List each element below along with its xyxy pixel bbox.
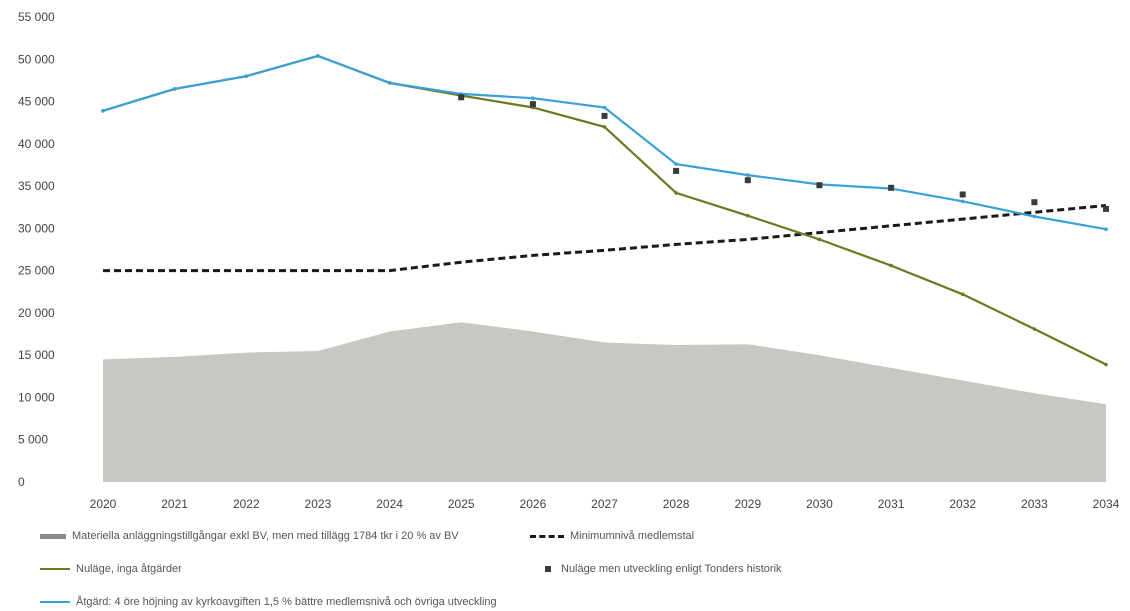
y-tick-label: 0 bbox=[18, 475, 25, 489]
x-axis-ticks: 2020 2021 2022 2023 2024 2025 2026 2027 2028 2029… bbox=[90, 497, 1120, 511]
y-tick-label: 40 000 bbox=[18, 137, 55, 151]
x-tick-label: 2026 bbox=[520, 497, 547, 511]
legend-swatch-nulage bbox=[40, 568, 70, 570]
x-tick-label: 2031 bbox=[878, 497, 905, 511]
series-4-point-2024 bbox=[387, 81, 392, 85]
x-tick-label: 2021 bbox=[161, 497, 188, 511]
legend-label-nulage: Nuläge, inga åtgärder bbox=[76, 563, 182, 575]
x-tick-label: 2024 bbox=[376, 497, 403, 511]
line-layer bbox=[101, 54, 1108, 367]
series-4-point-2023 bbox=[316, 54, 320, 58]
y-tick-label: 35 000 bbox=[18, 179, 55, 193]
y-axis-ticks: 0 5 000 10 000 15 000 20 000 25 000 30 000 35 0… bbox=[18, 10, 55, 489]
legend-swatch-historik bbox=[545, 566, 551, 572]
x-tick-label: 2034 bbox=[1093, 497, 1120, 511]
series-2-point-2032 bbox=[960, 292, 965, 297]
legend-swatch-area bbox=[40, 533, 66, 539]
series-4-point-2033 bbox=[1032, 214, 1037, 219]
series-2-point-2031 bbox=[889, 263, 893, 268]
y-tick-label: 5 000 bbox=[18, 433, 48, 447]
series-line-2 bbox=[102, 54, 1107, 366]
legend-item-historik: Nuläge men utveckling enligt Tonders his… bbox=[545, 563, 782, 575]
marker-2033 bbox=[1031, 199, 1038, 206]
legend-item-nulage: Nuläge, inga åtgärder bbox=[40, 563, 182, 575]
series-4-point-2026 bbox=[531, 96, 535, 100]
area-series-0 bbox=[103, 322, 1106, 482]
series-2-point-2027 bbox=[602, 125, 607, 129]
marker-2027 bbox=[601, 112, 608, 119]
marker-2025 bbox=[458, 94, 465, 101]
x-tick-label: 2020 bbox=[90, 497, 117, 511]
x-tick-label: 2029 bbox=[734, 497, 761, 511]
marker-2032 bbox=[959, 191, 966, 198]
x-tick-label: 2025 bbox=[448, 497, 475, 511]
marker-2029 bbox=[744, 177, 751, 184]
series-4-point-2028 bbox=[674, 162, 678, 166]
series-4-point-2027 bbox=[602, 105, 607, 110]
series-2-point-2034 bbox=[1104, 362, 1108, 367]
marker-2026 bbox=[529, 101, 536, 108]
series-2-point-2030 bbox=[817, 237, 822, 242]
marker-layer bbox=[458, 94, 1109, 212]
legend-item-area: Materiella anläggningstillgångar exkl BV… bbox=[40, 530, 459, 542]
x-tick-label: 2033 bbox=[1021, 497, 1048, 511]
series-line-4 bbox=[102, 54, 1107, 231]
marker-2031 bbox=[888, 184, 895, 191]
series-2-point-2028 bbox=[674, 191, 678, 195]
x-tick-label: 2028 bbox=[663, 497, 690, 511]
series-4-point-2032 bbox=[960, 199, 965, 204]
x-tick-label: 2032 bbox=[949, 497, 976, 511]
legend-swatch-minimum bbox=[530, 534, 564, 538]
y-tick-label: 50 000 bbox=[18, 52, 55, 66]
series-4-point-2022 bbox=[244, 74, 249, 78]
legend-item-atgard: Åtgärd: 4 öre höjning av kyrkoavgiften 1… bbox=[40, 596, 497, 608]
series-2-point-2029 bbox=[746, 213, 750, 218]
y-tick-label: 45 000 bbox=[18, 95, 55, 109]
series-2-point-2033 bbox=[1032, 327, 1037, 331]
marker-2034 bbox=[1103, 205, 1109, 212]
y-tick-label: 55 000 bbox=[18, 10, 55, 24]
legend-label-area: Materiella anläggningstillgångar exkl BV… bbox=[72, 530, 459, 542]
marker-2028 bbox=[673, 167, 680, 174]
y-tick-label: 20 000 bbox=[18, 306, 55, 320]
y-tick-label: 25 000 bbox=[18, 264, 55, 278]
x-tick-label: 2027 bbox=[591, 497, 618, 511]
legend-item-minimum: Minimumnivå medlemstal bbox=[530, 530, 694, 542]
x-tick-label: 2023 bbox=[305, 497, 332, 511]
legend-label-minimum: Minimumnivå medlemstal bbox=[570, 530, 695, 542]
y-tick-label: 10 000 bbox=[18, 391, 55, 405]
series-4-point-2029 bbox=[746, 173, 750, 177]
x-tick-label: 2030 bbox=[806, 497, 833, 511]
legend-label-historik: Nuläge men utveckling enligt Tonders his… bbox=[561, 563, 782, 575]
legend-swatch-atgard bbox=[40, 601, 70, 603]
marker-2030 bbox=[816, 182, 823, 189]
x-tick-label: 2022 bbox=[233, 497, 260, 511]
series-4-point-2034 bbox=[1104, 227, 1108, 231]
y-tick-label: 15 000 bbox=[18, 348, 55, 362]
series-line-1 bbox=[103, 204, 1107, 273]
series-4-point-2021 bbox=[172, 87, 177, 91]
y-tick-label: 30 000 bbox=[18, 221, 55, 235]
series-4-point-2020 bbox=[101, 109, 105, 113]
area-layer bbox=[103, 322, 1106, 482]
legend-label-atgard: Åtgärd: 4 öre höjning av kyrkoavgiften 1… bbox=[76, 596, 497, 608]
